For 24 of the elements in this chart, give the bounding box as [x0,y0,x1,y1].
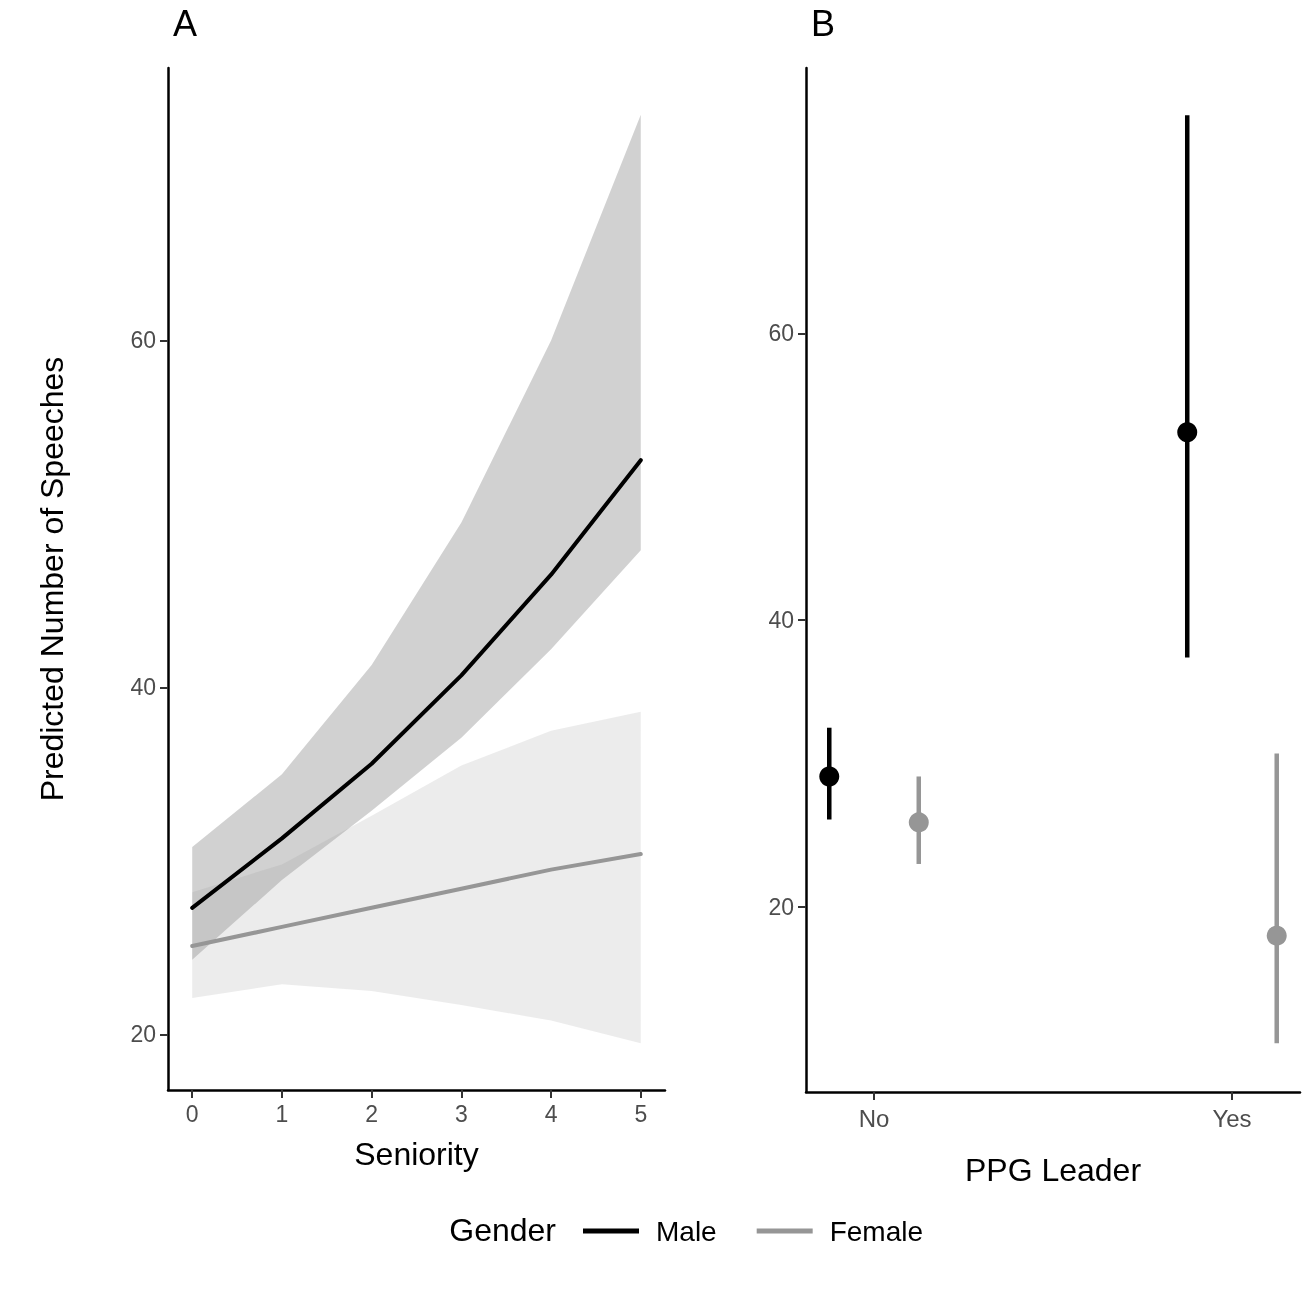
x-tick-label: 3 [454,1100,468,1127]
line-series [190,458,643,910]
x-tick-label: No [858,1104,890,1132]
chart-title: B [811,2,836,44]
chart-title: A [173,2,198,44]
y-tick-label: 40 [768,607,794,634]
legend-label: Male [656,1215,717,1247]
y-tick-label: 20 [768,893,794,920]
x-tick-label: 5 [634,1100,648,1127]
x-axis-title: Seniority [354,1136,479,1172]
x-tick-label: 2 [365,1100,379,1127]
y-tick-label: 60 [768,320,794,347]
x-tick-label: 4 [544,1100,558,1127]
x-tick-label: 1 [275,1100,289,1127]
x-tick-label: 0 [185,1100,199,1127]
x-axis-title: PPG Leader [964,1152,1142,1188]
y-tick-label: 20 [130,1021,156,1048]
y-tick-label: 40 [130,674,156,701]
y-tick-label: 60 [130,327,156,354]
x-tick-label: Yes [1212,1104,1252,1132]
legend-title: Gender [449,1212,557,1248]
line-series [190,852,643,948]
legend-label: Female [829,1215,924,1247]
y-axis-title: Predicted Number of Speeches [34,356,70,802]
